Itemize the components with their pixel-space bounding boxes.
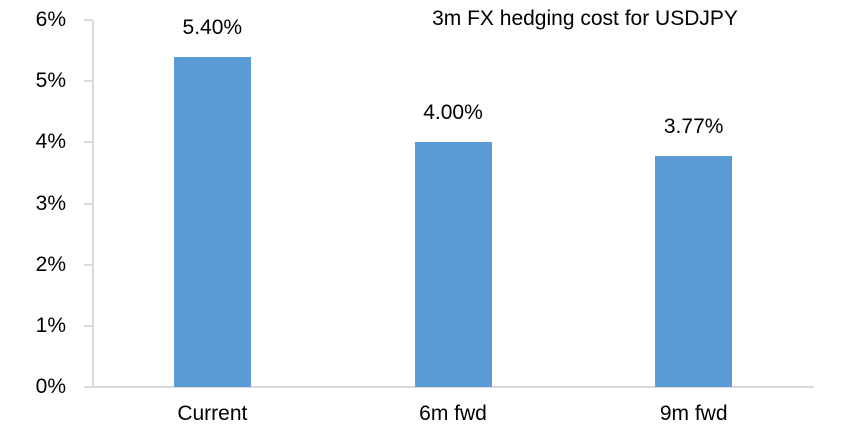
bar	[173, 56, 251, 387]
y-tick-label: 4%	[35, 130, 66, 154]
y-axis-tick	[84, 141, 92, 144]
category-label: 9m fwd	[659, 402, 728, 425]
y-tick-label: 1%	[35, 313, 66, 337]
y-axis-tick	[84, 202, 92, 205]
y-tick-label: 3%	[35, 191, 66, 215]
x-axis-line	[84, 386, 814, 388]
bar-value-label: 4.00%	[423, 101, 483, 125]
y-axis-tick	[84, 324, 92, 327]
bar-value-label: 3.77%	[663, 115, 724, 139]
bar	[414, 142, 492, 387]
y-axis-tick	[84, 19, 92, 21]
y-tick-label: 0%	[35, 375, 66, 398]
bar-value-label: 5.40%	[182, 15, 243, 39]
category-label: Current	[177, 402, 248, 425]
y-axis-tick	[84, 80, 92, 83]
y-axis-tick	[84, 263, 92, 266]
y-tick-label: 2%	[35, 252, 66, 276]
category-label: 6m fwd	[419, 402, 487, 425]
y-tick-label: 5%	[35, 69, 66, 93]
chart-title: 3m FX hedging cost for USDJPY	[432, 7, 738, 30]
y-axis-line	[92, 20, 94, 387]
bar	[655, 156, 733, 387]
y-tick-label: 6%	[35, 8, 66, 31]
